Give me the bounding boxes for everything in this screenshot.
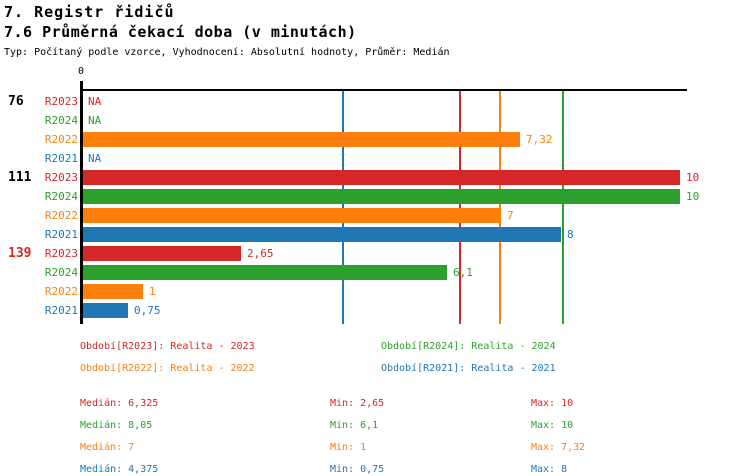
bar-value-label: 8	[567, 228, 574, 241]
stat-min-R2022: Min: 1	[330, 442, 367, 453]
bar-R2024	[83, 189, 680, 204]
na-label: NA	[88, 95, 102, 108]
report-meta-line: Typ: Počítaný podle vzorce, Vyhodnocení:…	[4, 47, 450, 58]
series-label-R2021: R2021	[44, 152, 78, 165]
median-line-R2023	[459, 91, 461, 324]
bar-R2022	[83, 208, 501, 223]
stat-min-R2021: Min: 0,75	[330, 464, 385, 475]
bar-R2022	[83, 284, 143, 299]
stat-median-R2021: Medián: 4,375	[80, 464, 159, 475]
bar-value-label: 10	[686, 171, 700, 184]
median-line-R2022	[499, 91, 501, 324]
bar-value-label: 6,1	[453, 266, 473, 279]
na-label: NA	[88, 114, 102, 127]
stat-median-R2022: Medián: 7	[80, 442, 135, 453]
series-label-R2022: R2022	[44, 209, 78, 222]
bar-R2023	[83, 246, 241, 261]
stat-max-R2022: Max: 7,32	[531, 442, 586, 453]
series-label-R2022: R2022	[44, 285, 78, 298]
stat-min-R2024: Min: 6,1	[330, 420, 379, 431]
y-axis-line	[80, 81, 83, 324]
stat-median-R2024: Medián: 8,05	[80, 420, 153, 431]
bar-value-label: 7,32	[526, 133, 553, 146]
report-title: 7. Registr řidičů	[4, 3, 175, 21]
bar-value-label: 1	[149, 285, 156, 298]
bar-R2023	[83, 170, 680, 185]
bar-R2024	[83, 265, 447, 280]
series-label-R2023: R2023	[44, 171, 78, 184]
group-label: 139	[8, 246, 32, 261]
bar-value-label: 0,75	[134, 304, 161, 317]
series-label-R2023: R2023	[44, 95, 78, 108]
series-label-R2024: R2024	[44, 190, 78, 203]
legend-item-R2024: Období[R2024]: Realita - 2024	[381, 341, 556, 352]
stat-max-R2023: Max: 10	[531, 398, 574, 409]
series-label-R2024: R2024	[44, 114, 78, 127]
bar-value-label: 10	[686, 190, 700, 203]
stat-median-R2023: Medián: 6,325	[80, 398, 159, 409]
median-line-R2024	[562, 91, 564, 324]
series-label-R2021: R2021	[44, 304, 78, 317]
legend-item-R2023: Období[R2023]: Realita - 2023	[80, 341, 255, 352]
x-axis-zero-tick-label: 0	[77, 66, 85, 77]
series-label-R2021: R2021	[44, 228, 78, 241]
series-label-R2024: R2024	[44, 266, 78, 279]
stat-min-R2023: Min: 2,65	[330, 398, 385, 409]
bar-value-label: 2,65	[247, 247, 274, 260]
series-label-R2023: R2023	[44, 247, 78, 260]
x-axis-line	[81, 89, 687, 91]
bar-R2022	[83, 132, 520, 147]
group-label: 76	[8, 94, 24, 109]
bar-value-label: 7	[507, 209, 514, 222]
bar-R2021	[83, 303, 128, 318]
stat-max-R2021: Max: 8	[531, 464, 568, 475]
series-label-R2022: R2022	[44, 133, 78, 146]
legend-item-R2022: Období[R2022]: Realita - 2022	[80, 363, 255, 374]
bar-R2021	[83, 227, 561, 242]
stat-max-R2024: Max: 10	[531, 420, 574, 431]
group-label: 111	[8, 170, 32, 185]
median-line-R2021	[342, 91, 344, 324]
na-label: NA	[88, 152, 102, 165]
report-subtitle: 7.6 Průměrná čekací doba (v minutách)	[4, 23, 357, 41]
legend-item-R2021: Období[R2021]: Realita - 2021	[381, 363, 556, 374]
